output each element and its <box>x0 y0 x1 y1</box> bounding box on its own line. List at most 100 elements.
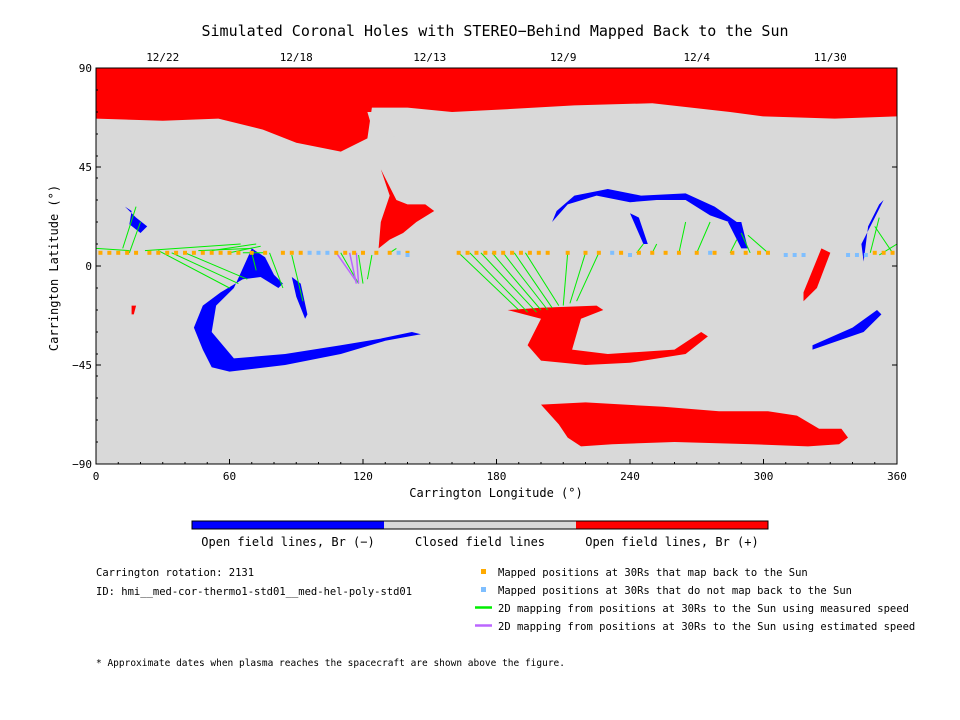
no-map-back-point <box>863 253 868 257</box>
model-id: ID: hmi__med-cor-thermo1-std01__med-hel-… <box>96 586 412 598</box>
map-back-point <box>107 250 112 255</box>
closed-field-background <box>96 68 897 464</box>
polarity-colorbar: Open field lines, Br (−) Closed field lin… <box>191 520 769 549</box>
top-date-label: 11/30 <box>814 51 847 64</box>
map-back-point <box>712 250 717 255</box>
marker-legend: Mapped positions at 30Rs that map back t… <box>475 567 915 633</box>
legend-marker-label: 2D mapping from positions at 30Rs to the… <box>498 621 915 633</box>
no-map-back-point <box>783 253 788 257</box>
map-back-point <box>374 250 379 255</box>
y-axis: −90 −45 0 45 90 <box>72 62 897 471</box>
no-map-back-point <box>610 250 615 255</box>
map-back-point <box>289 250 294 255</box>
no-map-back-point <box>307 250 312 255</box>
map-back-point <box>565 250 570 255</box>
map-back-point <box>200 250 205 255</box>
top-date-label: 12/9 <box>550 51 577 64</box>
chart-title: Simulated Coronal Holes with STEREO−Behi… <box>202 22 789 40</box>
map-back-point <box>249 250 254 255</box>
measured-speed-line <box>198 247 252 252</box>
carrington-rotation: Carrington rotation: 2131 <box>96 567 254 579</box>
measured-speed-line <box>740 232 751 254</box>
measured-speed-line <box>171 252 239 285</box>
map-back-point <box>165 250 170 255</box>
region-north-closed-island <box>367 112 452 139</box>
x-tick-label: 60 <box>223 470 236 483</box>
map-back-point <box>765 250 770 255</box>
colorbar-label: Open field lines, Br (+) <box>585 535 758 549</box>
no-map-back-point <box>792 253 797 257</box>
measured-speed-line <box>122 206 137 249</box>
map-back-point <box>405 250 410 255</box>
colorbar-frame <box>191 520 769 530</box>
map-back-point <box>730 250 735 255</box>
x-tick-label: 0 <box>93 470 100 483</box>
map-back-point <box>596 250 601 255</box>
estimated-speed-line <box>335 252 357 282</box>
measured-speed-line <box>251 252 257 271</box>
colorbar-label: Open field lines, Br (−) <box>201 535 374 549</box>
map-back-point <box>650 250 655 255</box>
map-back-point <box>334 250 339 255</box>
map-back-point <box>757 250 762 255</box>
measured-speed-line <box>184 252 248 280</box>
map-back-point <box>474 250 479 255</box>
map-back-point <box>872 250 877 255</box>
map-back-point <box>236 250 241 255</box>
measured-speed-line <box>269 252 284 289</box>
map-back-point <box>134 250 139 255</box>
region-north-mid-negative-arc <box>552 189 742 227</box>
region-small-west-positive <box>131 305 137 315</box>
map-back-point <box>218 250 223 255</box>
map-back-point <box>227 250 232 255</box>
measured-speed-line <box>469 252 529 313</box>
map-back-point <box>343 250 348 255</box>
x-tick-label: 240 <box>620 470 640 483</box>
map-back-point <box>536 250 541 255</box>
x-axis-label: Carrington Longitude (°) <box>409 486 582 500</box>
no-map-back-point <box>628 253 632 257</box>
map-back-point <box>492 250 497 255</box>
map-back-point <box>583 250 588 255</box>
region-north-polar-positive <box>96 68 897 152</box>
x-tick-label: 360 <box>887 470 907 483</box>
map-back-point <box>209 250 214 255</box>
map-back-point <box>361 250 365 255</box>
measured-speed-line <box>229 245 261 254</box>
region-north-mid-negative-right <box>727 222 748 249</box>
legend-marker-label: 2D mapping from positions at 30Rs to the… <box>498 603 909 615</box>
x-tick-label: 180 <box>487 470 507 483</box>
measured-speed-line <box>569 252 586 304</box>
y-tick-label: 0 <box>85 260 92 273</box>
map-back-point <box>116 250 121 255</box>
region-edge-east-negative <box>861 200 884 262</box>
map-back-point <box>174 250 179 255</box>
map-back-point <box>663 250 668 255</box>
map-back-point <box>387 250 392 255</box>
colorbar-segment <box>576 521 768 529</box>
map-back-point <box>98 250 103 255</box>
x-tick-label: 300 <box>754 470 774 483</box>
legend-marker-square <box>481 569 486 574</box>
region-south-polar-positive <box>541 402 848 447</box>
map-back-point <box>619 250 624 255</box>
map-back-point <box>694 250 699 255</box>
map-back-point <box>465 250 470 255</box>
map-back-point <box>501 250 506 255</box>
measured-speed-line <box>869 217 880 253</box>
map-back-point <box>183 250 187 255</box>
y-tick-label: −45 <box>72 359 92 372</box>
mapping-lines <box>96 206 897 313</box>
region-west-negative-loop <box>193 248 421 372</box>
map-back-point <box>147 250 152 255</box>
region-small-west-negative <box>124 206 148 233</box>
mapped-positions <box>98 250 895 257</box>
region-north-mid-negative-hook <box>630 213 648 244</box>
top-date-axis: 12/22 12/18 12/13 12/9 12/4 11/30 <box>146 51 847 73</box>
map-back-point <box>510 250 515 255</box>
measured-speed-line <box>678 221 687 253</box>
no-map-back-point <box>316 250 321 255</box>
measured-speed-line <box>562 252 569 306</box>
x-axis: 0 60 120 180 240 300 360 <box>93 459 907 483</box>
measured-speed-line <box>211 243 257 252</box>
